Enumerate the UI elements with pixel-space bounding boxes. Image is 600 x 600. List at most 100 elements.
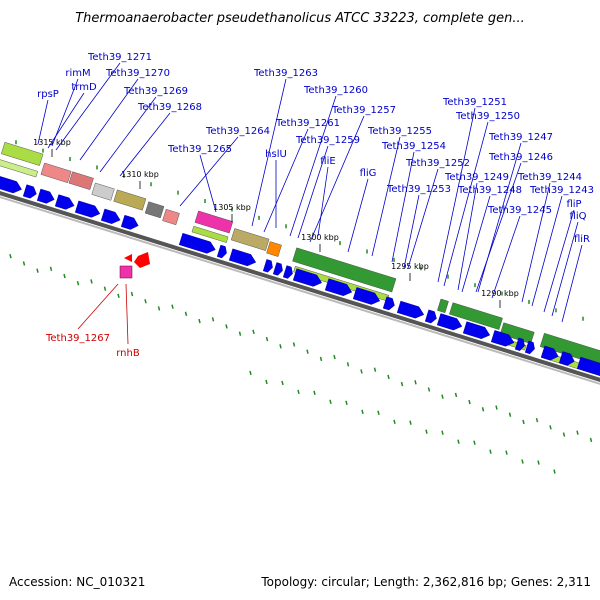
gc-mark [319,356,323,362]
gene-leader-line [551,221,579,317]
gc-mark [553,469,556,474]
gene-label[interactable]: Teth39_1268 [137,102,202,113]
gene-label[interactable]: Teth39_1244 [517,172,582,183]
cds-arrow [36,188,55,204]
gene-label[interactable]: Teth39_1261 [275,118,340,129]
gc-mark [144,299,147,304]
gene-label[interactable]: Teth39_1252 [405,158,470,169]
gene-leader-line [55,62,121,151]
cds-arrow [540,345,559,361]
gc-mark [361,409,364,414]
gc-mark [454,392,458,398]
gene-leader-line [491,215,521,299]
gene-label[interactable]: Teth39_1269 [123,86,188,97]
gc-mark [279,344,282,349]
gene-leader-line [521,182,551,303]
feature-block [0,159,38,178]
gene-label[interactable]: Teth39_1254 [381,141,446,152]
gene-label[interactable]: fliR [574,234,590,245]
gene-label[interactable]: fliE [320,156,335,167]
gene-label[interactable]: rimM [65,68,90,79]
feature-block [292,247,397,293]
gc-mark [252,329,255,335]
gc-mark [157,306,161,311]
gene-label[interactable]: fliG [360,168,377,179]
gene-label[interactable]: fliQ [570,211,587,222]
gene-label[interactable]: Teth39_1264 [205,126,270,137]
feature-block [499,322,535,344]
gene-label[interactable]: trmD [71,82,97,93]
gene-label[interactable]: hslU [265,149,287,160]
gene-label[interactable]: Teth39_1255 [367,126,432,137]
gc-mark [576,430,579,435]
cds-arrow [124,254,132,262]
gene-label[interactable]: Teth39_1249 [444,172,509,183]
cds-arrow [0,174,22,194]
cds-arrow [352,287,381,305]
gene-label[interactable]: Teth39_1251 [442,97,507,108]
gc-mark [249,370,252,376]
gene-label[interactable]: Teth39_1263 [253,68,318,79]
gc-mark [457,439,460,444]
gene-leader-line [289,95,337,237]
gc-mark [360,369,363,374]
gc-mark [473,440,476,445]
gc-mark [211,317,215,322]
tick-label: 1300 kbp [301,233,339,242]
gc-mark [522,419,525,425]
genome-backbone [0,191,600,385]
tick-label: 1310 kbp [121,170,159,179]
gc-mark [292,342,296,347]
gene-label[interactable]: Teth39_1257 [331,105,396,116]
gene-leader-line [317,166,329,237]
cds-arrow [462,321,491,339]
gc-mark [238,331,242,336]
gene-label[interactable]: Teth39_1253 [386,184,451,195]
gene-leader-line [391,151,415,263]
cds-arrow [54,194,75,210]
gene-label[interactable]: Teth39_1271 [87,52,152,63]
cds-arrow [396,300,425,319]
gc-mark [425,429,428,434]
gene-label[interactable]: Teth39_1267 [45,333,110,344]
topology-text: Topology: circular; Length: 2,362,816 bp… [260,575,591,589]
gene-label[interactable]: rpsP [37,89,59,100]
gene-label[interactable]: Teth39_1248 [457,185,522,196]
gc-mark [481,407,485,412]
gene-leader-line [443,121,489,287]
gc-mark [441,430,444,435]
gc-mark [414,380,417,385]
gc-mark [537,460,540,465]
gc-mark [281,380,284,386]
gc-mark [377,410,380,415]
cds-arrow [558,351,575,366]
gene-label[interactable]: Teth39_1246 [488,152,553,163]
gc-mark [373,367,377,372]
gene-label[interactable]: Teth39_1250 [455,111,520,122]
gene-label[interactable]: Teth39_1259 [295,135,360,146]
cds-arrow [514,337,525,351]
gc-mark [297,389,300,395]
gene-label[interactable]: Teth39_1265 [167,144,232,155]
feature-block [230,228,270,251]
feature-block [162,208,180,226]
gene-label[interactable]: rnhB [116,348,140,359]
gene-leader-line [561,244,583,323]
gc-mark [400,381,404,387]
gc-mark [265,336,269,342]
feature-block [449,302,503,330]
gene-label[interactable]: Teth39_1243 [529,185,594,196]
gene-label[interactable]: Teth39_1270 [105,68,170,79]
gene-leader-line [179,136,239,207]
gene-label[interactable]: fliP [566,199,581,210]
cds-arrow [22,184,37,199]
gene-label[interactable]: Teth39_1245 [487,205,552,216]
feature-block [191,225,229,243]
gc-mark [427,387,431,392]
feature-block [119,265,133,279]
feature-block [40,162,72,184]
gene-leader-line [403,194,420,269]
gene-label[interactable]: Teth39_1247 [488,132,553,143]
gene-label[interactable]: Teth39_1260 [303,85,368,96]
